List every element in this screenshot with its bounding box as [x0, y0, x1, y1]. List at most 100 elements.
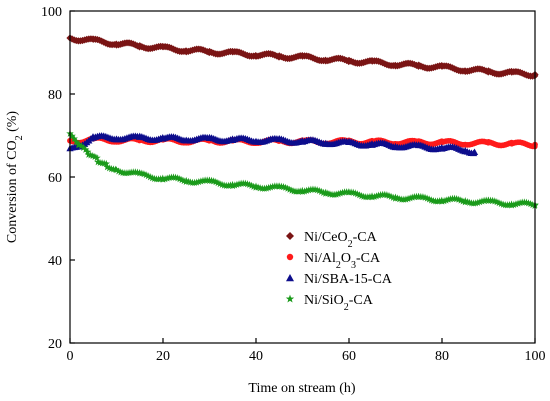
x-tick-label: 40	[249, 349, 263, 364]
data-point	[444, 195, 453, 203]
data-point	[321, 188, 330, 196]
data-point	[195, 177, 203, 186]
data-point	[247, 181, 256, 189]
data-point	[495, 199, 503, 207]
data-point	[470, 148, 479, 155]
data-point	[75, 140, 84, 149]
data-point	[315, 186, 324, 194]
data-point	[526, 200, 535, 208]
x-tick-label: 80	[435, 349, 449, 364]
legend-marker	[286, 232, 294, 240]
data-point	[197, 177, 205, 185]
y-tick-label: 80	[48, 88, 62, 103]
data-point	[178, 176, 186, 184]
plot-frame	[69, 10, 536, 344]
x-axis: 0 20 40 60 80 100	[67, 338, 546, 364]
data-point	[231, 181, 239, 189]
x-tick-label: 20	[156, 349, 170, 364]
data-point	[305, 186, 313, 194]
data-point	[264, 183, 273, 192]
data-point	[77, 142, 86, 150]
data-point	[514, 199, 522, 207]
legend-marker	[286, 274, 294, 282]
y-tick-label: 60	[48, 171, 62, 186]
data-point	[370, 192, 379, 200]
data-point	[423, 194, 431, 202]
series-4	[66, 129, 539, 209]
data-point	[83, 148, 92, 156]
data-point	[332, 190, 340, 198]
data-point	[334, 190, 343, 198]
data-point	[79, 143, 88, 151]
data-point	[353, 190, 362, 198]
data-point	[440, 197, 448, 205]
data-point	[182, 176, 191, 184]
data-point	[478, 197, 486, 205]
data-point	[233, 180, 241, 188]
x-tick-label: 100	[525, 349, 546, 364]
data-point	[402, 195, 410, 203]
legend-marker	[285, 294, 295, 303]
legend-entry: Ni/SBA-15-CA	[304, 272, 393, 287]
data-point	[474, 198, 482, 206]
data-point	[302, 186, 311, 194]
data-point	[159, 175, 167, 183]
legend-marker	[286, 253, 294, 261]
data-point	[338, 188, 347, 196]
data-point	[81, 145, 90, 153]
data-point	[283, 184, 292, 192]
data-point	[112, 166, 121, 174]
data-point	[471, 199, 480, 207]
y-tick-label: 40	[48, 254, 62, 269]
data-point	[285, 185, 294, 193]
data-point	[114, 167, 123, 175]
data-point	[493, 198, 501, 206]
data-point	[442, 196, 450, 204]
data-point	[93, 153, 101, 162]
data-point	[476, 198, 484, 206]
data-point	[228, 181, 237, 190]
data-point	[404, 194, 412, 203]
data-point	[102, 159, 111, 167]
data-point	[457, 196, 465, 204]
data-point	[214, 178, 222, 187]
data-point	[142, 170, 150, 179]
data-point	[245, 180, 254, 188]
data-point	[68, 132, 76, 140]
data-point	[374, 191, 383, 199]
data-point	[192, 178, 201, 186]
legend-entry: Ni/Al2O3-CA	[304, 251, 381, 271]
y-axis: 20 40 60 80 100	[41, 5, 75, 352]
data-point	[385, 191, 393, 199]
data-point	[510, 200, 518, 209]
data-point	[235, 180, 243, 188]
data-point	[212, 178, 220, 186]
data-point	[91, 152, 99, 160]
data-point	[406, 194, 414, 202]
y-axis-title: Conversion of CO2 (%)	[5, 111, 25, 243]
data-point	[144, 172, 152, 180]
x-tick-label: 0	[67, 349, 74, 364]
x-tick-label: 60	[342, 349, 356, 364]
legend-entry: Ni/SiO2-CA	[304, 293, 374, 313]
data-point	[161, 175, 169, 183]
data-point	[372, 192, 381, 200]
data-point	[408, 193, 417, 201]
data-point	[391, 193, 400, 201]
x-axis-title: Time on stream (h)	[248, 381, 356, 396]
data-point	[175, 175, 184, 183]
data-point	[262, 184, 271, 192]
data-point	[146, 173, 154, 181]
data-point	[140, 170, 148, 178]
data-point	[70, 134, 78, 142]
data-point	[300, 187, 309, 195]
data-point	[355, 191, 364, 199]
data-point	[281, 183, 290, 191]
data-point	[163, 174, 171, 182]
series-1	[66, 34, 539, 80]
series-3	[66, 132, 479, 157]
y-tick-label: 100	[41, 5, 62, 20]
data-point	[512, 200, 520, 208]
